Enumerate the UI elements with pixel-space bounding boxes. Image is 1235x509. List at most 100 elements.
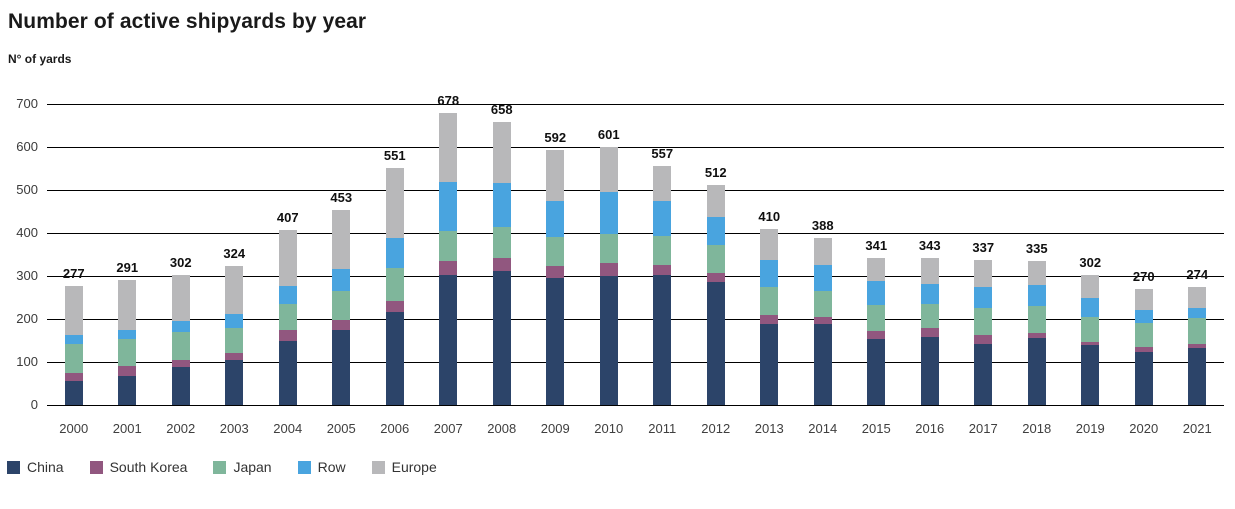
bar-column-2010: 601 [582,104,636,405]
bar-stack [171,275,190,405]
x-tick-label: 2018 [1022,421,1052,436]
bar-column-2021: 274 [1171,104,1225,405]
bar-column-2013: 410 [743,104,797,405]
bar-stack [225,265,244,405]
bar-stack [867,258,886,405]
bar-stack [1188,287,1207,405]
bar-stack [653,165,672,405]
bar-segment-europe [118,279,137,331]
bar-segment-row [1027,285,1046,307]
x-tick-label: 2014 [808,421,838,436]
bar-stack [974,260,993,405]
bar-segment-row [171,321,190,332]
bar-stack [706,184,725,405]
legend-swatch-japan [213,460,227,474]
bar-series-container: 277 291 302 324 407 453 551 678 658 592 601 557 512 4… [47,94,1225,405]
y-axis: 0 100 200 300 400 500 600 700 [0,96,38,412]
bar-segment-china [171,367,190,405]
y-tick-label: 200 [16,311,38,326]
legend-item-china: China [7,459,64,475]
grid-line [47,404,1224,406]
bar-segment-europe [225,265,244,314]
bar-segment-south_korea [171,359,190,368]
bar-stack [599,146,618,405]
bar-segment-south_korea [385,300,404,312]
bar-segment-japan [1188,318,1207,345]
bar-segment-japan [171,331,190,360]
bar-segment-europe [1081,275,1100,299]
legend-label: Row [317,459,346,475]
bar-segment-china [278,340,297,405]
bar-segment-japan [706,245,725,274]
x-tick-label: 2004 [273,421,303,436]
bar-segment-europe [813,238,832,265]
bar-segment-china [118,376,137,405]
bar-stack [118,279,137,405]
bar-segment-japan [653,235,672,266]
bar-segment-south_korea [546,265,565,279]
bar-total-label: 388 [811,218,834,234]
bar-column-2002: 302 [154,104,208,405]
x-tick-label: 2017 [968,421,998,436]
bar-segment-south_korea [439,260,458,276]
bar-segment-japan [385,268,404,301]
bar-segment-china [492,271,511,405]
bar-column-2001: 291 [101,104,155,405]
bar-segment-china [706,282,725,405]
bar-total-label: 324 [223,245,246,261]
bar-total-label: 291 [116,259,139,275]
bar-segment-japan [225,328,244,353]
bar-segment-japan [332,291,351,320]
bar-segment-south_korea [974,334,993,344]
x-tick-label: 2011 [648,421,677,436]
bar-column-2015: 341 [850,104,904,405]
x-tick-label: 2012 [701,421,731,436]
bar-column-2003: 324 [208,104,262,405]
bar-segment-japan [599,233,618,263]
bar-segment-row [599,191,618,234]
bar-segment-japan [439,230,458,261]
bar-segment-row [385,238,404,269]
bar-total-label: 277 [62,265,85,281]
bar-segment-europe [171,275,190,322]
x-tick-label: 2000 [59,421,89,436]
bar-segment-china [653,275,672,405]
bar-segment-south_korea [760,315,779,325]
legend-label: South Korea [109,459,188,475]
bar-segment-japan [974,308,993,335]
bar-segment-south_korea [278,330,297,341]
bar-segment-china [546,278,565,405]
bar-stack [546,150,565,405]
legend-item-europe: Europe [371,459,437,475]
bar-total-label: 302 [169,255,192,271]
bar-stack [1027,260,1046,405]
bar-column-2011: 557 [636,104,690,405]
bar-segment-row [225,313,244,329]
legend-label: Japan [233,459,272,475]
bar-segment-south_korea [492,257,511,272]
grid-line [47,232,1224,234]
bar-segment-row [1188,308,1207,319]
bar-segment-row [813,264,832,291]
x-tick-label: 2002 [166,421,196,436]
bar-segment-japan [64,344,83,374]
bar-stack [332,210,351,405]
bar-segment-europe [974,260,993,287]
bar-segment-china [867,339,886,405]
bar-segment-europe [64,285,83,335]
x-tick-label: 2005 [326,421,356,436]
bar-stack [278,230,297,405]
bar-segment-china [385,311,404,405]
bar-segment-europe [439,113,458,182]
bar-segment-row [439,181,458,231]
bar-segment-row [867,281,886,305]
legend-swatch-europe [371,460,385,474]
bar-segment-europe [278,230,297,286]
bar-total-label: 337 [972,240,995,256]
y-tick-label: 700 [16,96,38,111]
bar-segment-south_korea [225,352,244,360]
bar-segment-europe [1027,260,1046,286]
bar-segment-europe [653,165,672,201]
bar-total-label: 512 [704,164,727,180]
